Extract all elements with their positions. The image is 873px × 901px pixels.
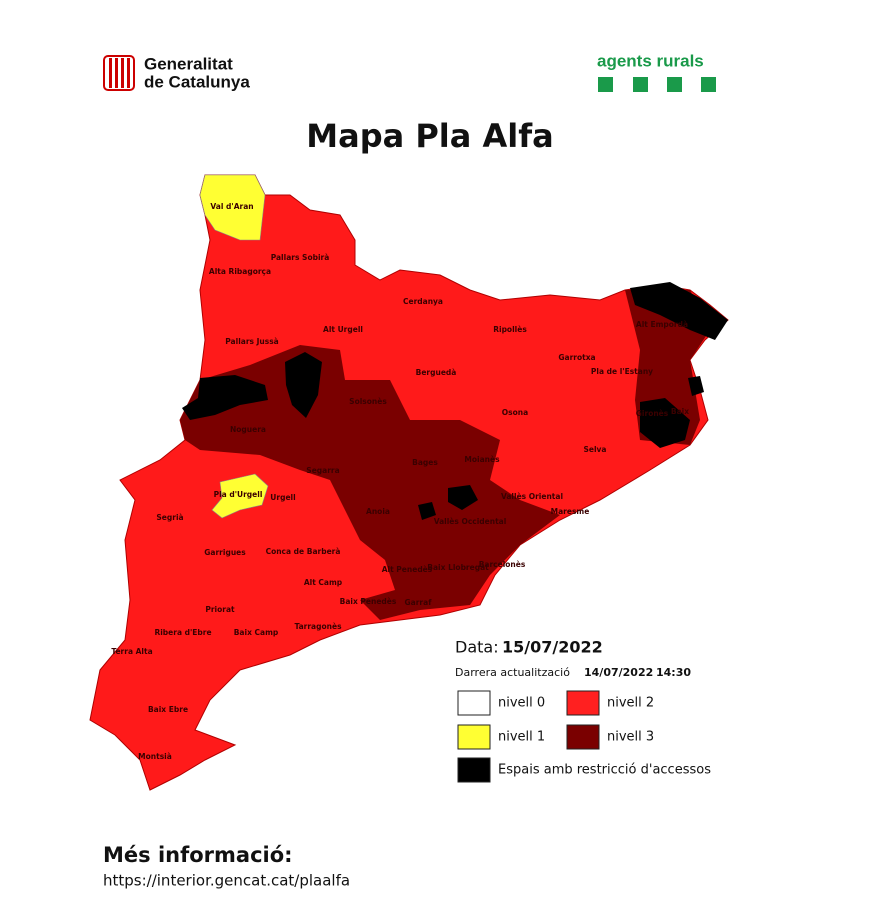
logo-stripe bbox=[109, 58, 112, 88]
restricted-zone bbox=[285, 352, 322, 418]
logo-text: agents rurals bbox=[597, 51, 704, 70]
region-label: Val d'Aran bbox=[210, 202, 253, 211]
region-label: Gironès bbox=[636, 409, 669, 418]
logo-square bbox=[667, 77, 682, 92]
region-label: Solsonès bbox=[349, 397, 387, 406]
region-label: Alt Penedès bbox=[382, 565, 433, 574]
restricted-zone bbox=[448, 485, 478, 510]
region-label: Moianès bbox=[464, 455, 500, 464]
restricted-zone bbox=[640, 398, 690, 448]
region-label: Berguedà bbox=[416, 368, 457, 377]
region-label: Garraf bbox=[405, 598, 433, 607]
region-label: Conca de Barberà bbox=[266, 547, 341, 556]
region-label: Alt Camp bbox=[304, 578, 343, 587]
region-label: Segarra bbox=[306, 466, 339, 475]
legend-label: nivell 1 bbox=[498, 730, 545, 745]
legend: Data: 15/07/2022 Darrera actualització 1… bbox=[455, 638, 711, 783]
update-label: Darrera actualització bbox=[455, 666, 570, 679]
region-label: Barcelonès bbox=[479, 560, 526, 569]
region-label: Selva bbox=[583, 445, 606, 454]
legend-swatch bbox=[457, 757, 491, 783]
restricted-zone bbox=[630, 282, 728, 340]
region-label: Anoia bbox=[366, 507, 390, 516]
footer-url: https://interior.gencat.cat/plaalfa bbox=[103, 872, 350, 890]
region-label: Baix Camp bbox=[234, 628, 279, 637]
region-label: Osona bbox=[502, 408, 528, 417]
region-label: Cerdanya bbox=[403, 297, 443, 306]
region-label: Pallars Jussà bbox=[225, 337, 278, 346]
region-label: Terra Alta bbox=[111, 647, 152, 656]
region-label: Baix Penedès bbox=[340, 597, 397, 606]
region-label: Garrotxa bbox=[558, 353, 595, 362]
region-label: Urgell bbox=[270, 493, 295, 502]
footer-heading: Més informació: bbox=[103, 843, 293, 867]
region-label: Tarragonès bbox=[294, 622, 342, 631]
legend-swatch bbox=[566, 724, 600, 750]
region-label: Montsià bbox=[138, 752, 172, 761]
region-label: Baix bbox=[671, 407, 689, 416]
region-label: Priorat bbox=[205, 605, 235, 614]
region-label: Baix Ebre bbox=[148, 705, 188, 714]
legend-label: Espais amb restricció d'accessos bbox=[498, 763, 711, 778]
legend-swatch bbox=[457, 690, 491, 716]
logo-square bbox=[701, 77, 716, 92]
region-label: Bages bbox=[412, 458, 438, 467]
logo-stripe bbox=[115, 58, 118, 88]
region-label: Pla d'Urgell bbox=[214, 490, 263, 499]
region-label: Ripollès bbox=[493, 325, 527, 334]
legend-label: nivell 2 bbox=[607, 696, 654, 711]
region-label: Alt Urgell bbox=[323, 325, 363, 334]
legend-label: nivell 3 bbox=[607, 730, 654, 745]
region-label: Vallès Oriental bbox=[501, 492, 563, 501]
region-label: Vallès Occidental bbox=[434, 517, 507, 526]
legend-swatch bbox=[566, 690, 600, 716]
logo-text: de Catalunya bbox=[144, 72, 250, 91]
region-label: Pla de l'Estany bbox=[591, 367, 653, 376]
date-label: Data: bbox=[455, 638, 499, 657]
restricted-zone bbox=[688, 376, 704, 396]
legend-label: nivell 0 bbox=[498, 696, 545, 711]
map bbox=[89, 174, 729, 791]
region-label: Segrià bbox=[156, 513, 183, 522]
logo-stripe bbox=[127, 58, 130, 88]
level-3-zone bbox=[180, 345, 560, 620]
region-label: Ribera d'Ebre bbox=[154, 628, 211, 637]
region-label: Noguera bbox=[230, 425, 266, 434]
legend-swatch bbox=[457, 724, 491, 750]
agents-rurals-logo: agents rurals bbox=[597, 51, 716, 92]
level-1-zone bbox=[211, 473, 269, 519]
date: 15/07/2022 bbox=[502, 638, 603, 657]
generalitat-logo: Generalitat de Catalunya bbox=[103, 54, 250, 91]
region-label: Baix Llobregat bbox=[427, 563, 489, 572]
restricted-zone bbox=[182, 375, 268, 420]
update-time: 14:30 bbox=[656, 666, 691, 679]
region-label: Pallars Sobirà bbox=[271, 253, 330, 262]
region-label: Alt Empordà bbox=[636, 320, 688, 329]
level-1-zone bbox=[199, 174, 266, 241]
region-label: Maresme bbox=[551, 507, 590, 516]
title: Mapa Pla Alfa bbox=[306, 117, 553, 155]
update-date: 14/07/2022 bbox=[584, 666, 653, 679]
logo-square bbox=[598, 77, 613, 92]
logo-square bbox=[633, 77, 648, 92]
logo-stripe bbox=[121, 58, 124, 88]
region-label: Garrigues bbox=[204, 548, 246, 557]
restricted-zone bbox=[418, 502, 436, 520]
region-label: Alta Ribagorça bbox=[209, 267, 271, 276]
logo-text: Generalitat bbox=[144, 54, 233, 73]
